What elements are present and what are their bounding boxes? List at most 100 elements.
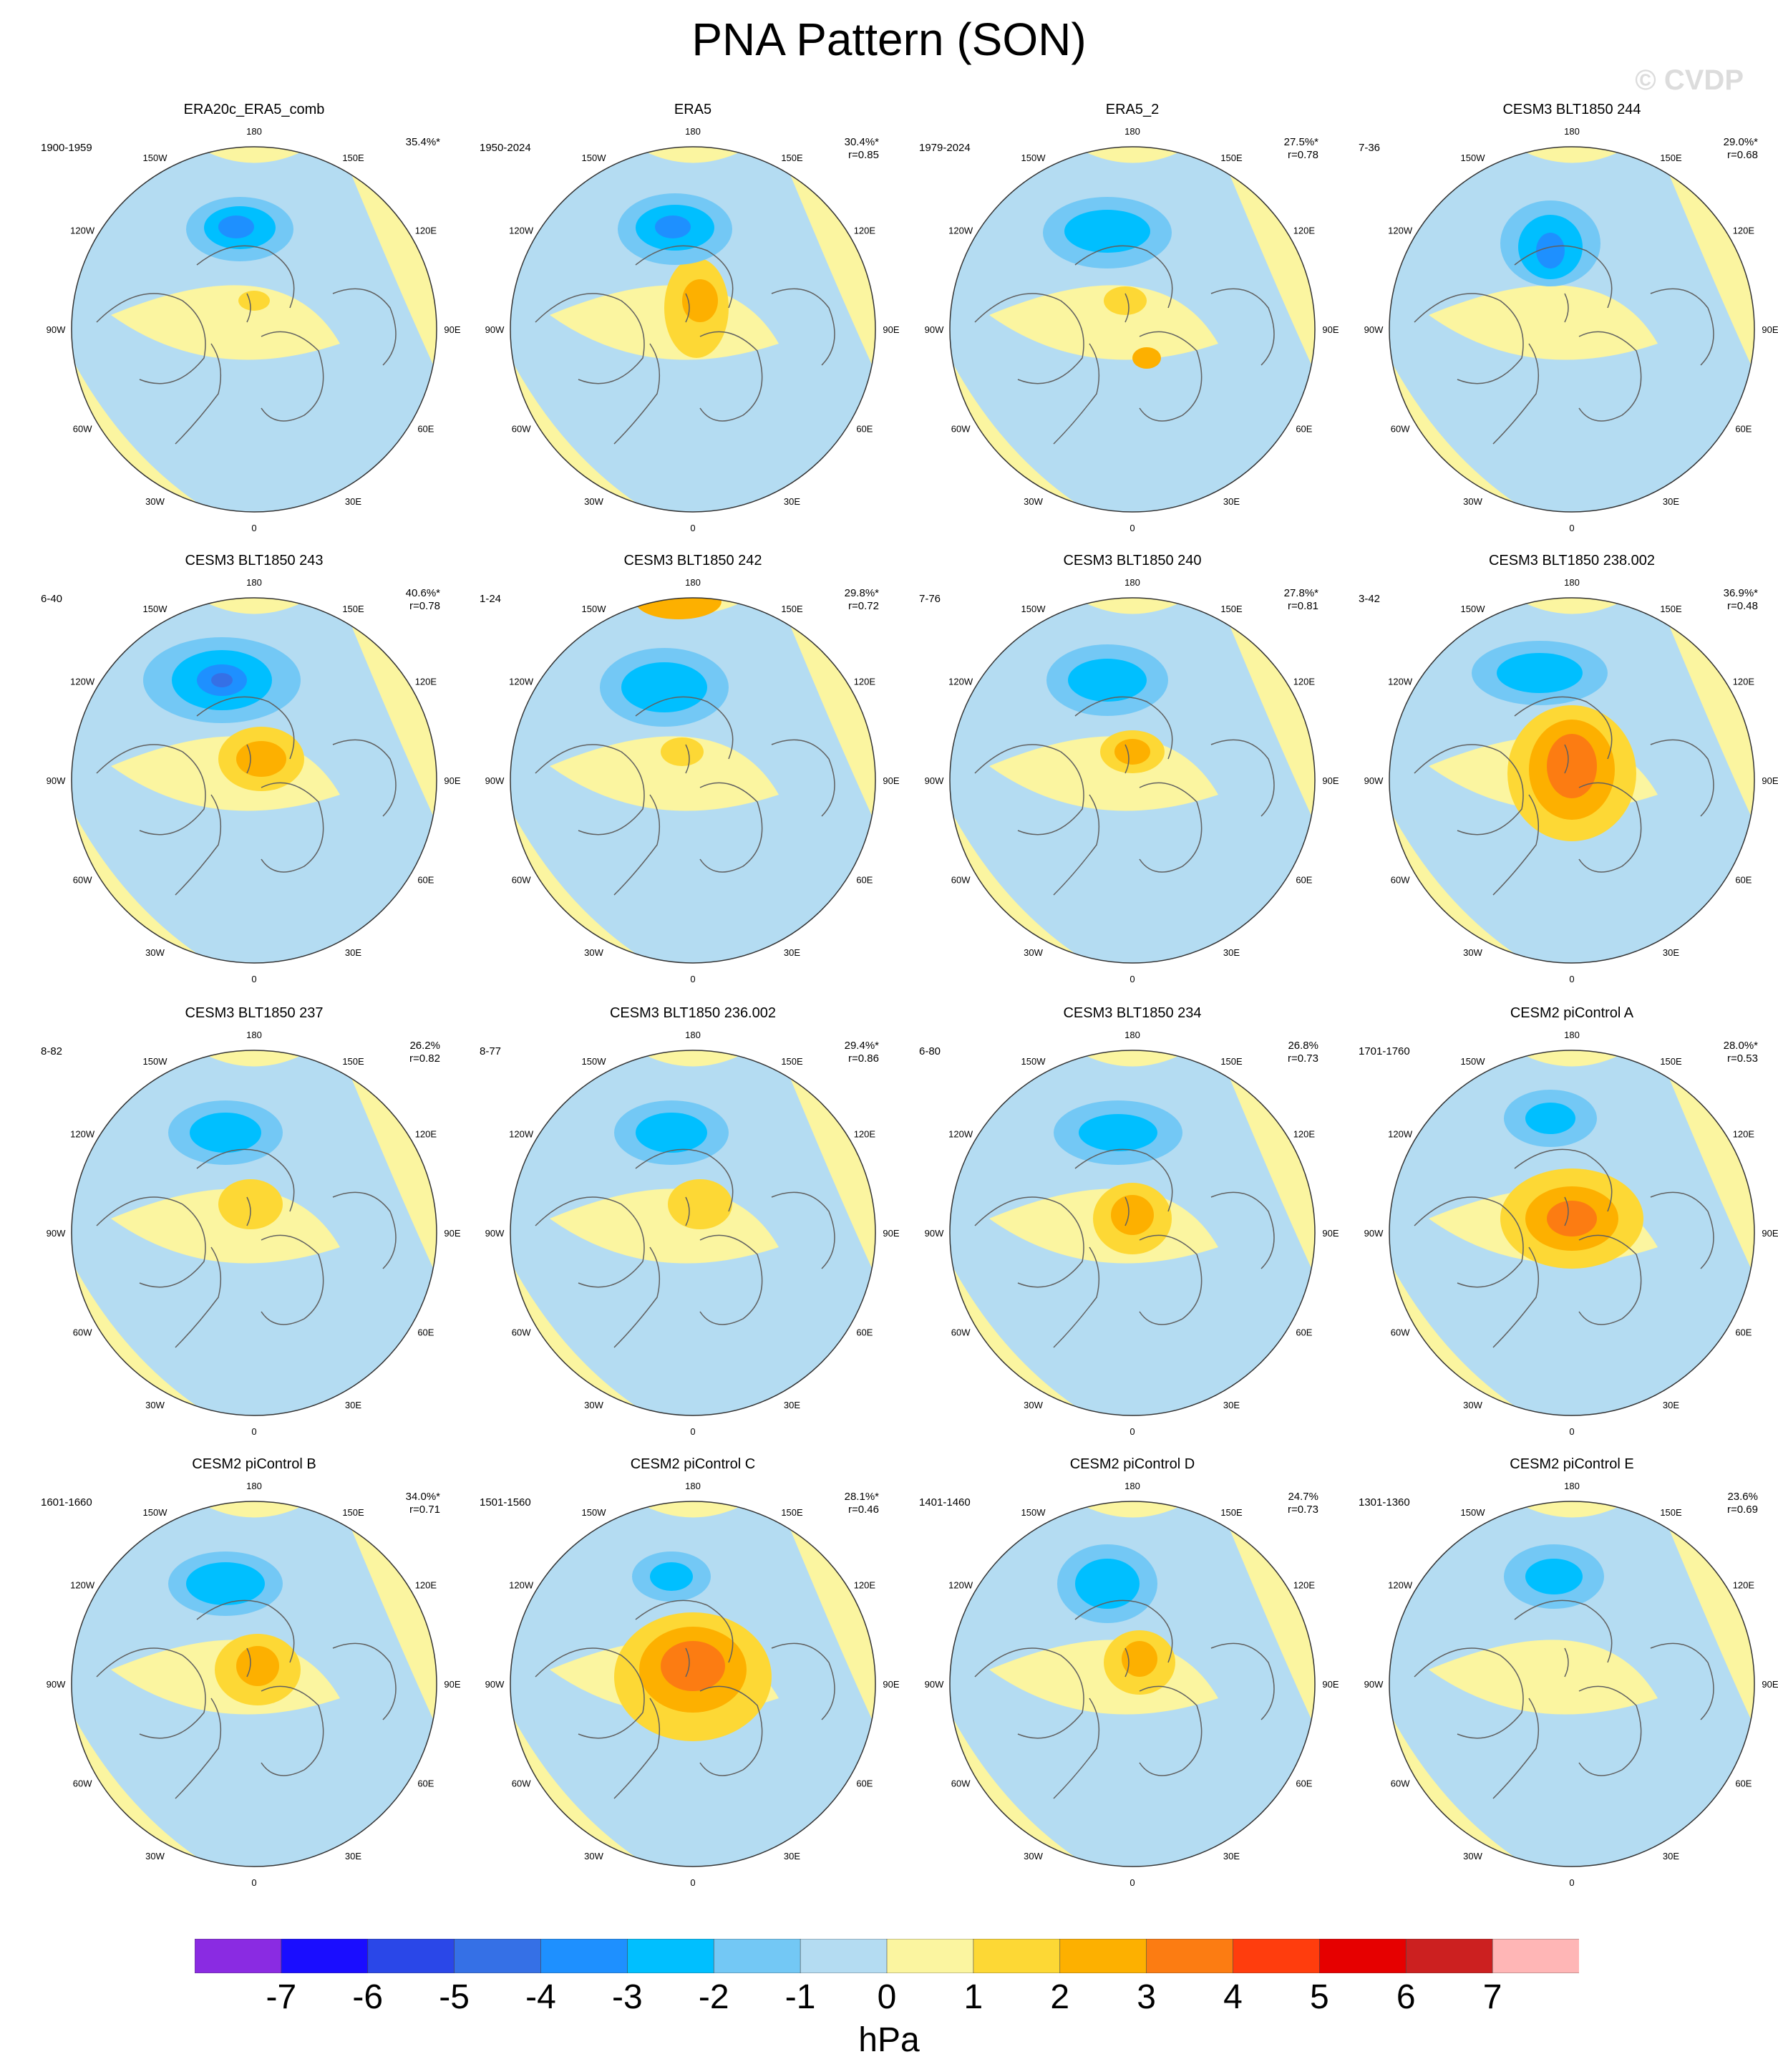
panel-variance-pct: 36.9%*	[1723, 587, 1758, 599]
map-boundary	[1389, 146, 1755, 513]
coastline	[685, 293, 690, 323]
colorbar-swatch	[973, 1939, 1061, 1973]
polar-map: 180 150E 120E 90E 60E 30E 0 30W 60W 90W 120W 150W	[925, 1030, 1339, 1437]
longitude-label: 90E	[444, 1679, 460, 1690]
longitude-label: 30W	[145, 496, 165, 507]
panel-period: 1-24	[480, 593, 502, 605]
coastline	[1514, 696, 1613, 760]
panel-stats: 35.4%*	[406, 136, 440, 149]
coastline	[246, 293, 251, 323]
longitude-label: 120E	[415, 1129, 437, 1140]
positive-anomaly-contour	[682, 279, 718, 322]
positive-anomaly-contour	[1114, 739, 1150, 765]
coastline	[635, 696, 734, 760]
coastline	[1053, 343, 1100, 445]
longitude-label: 150E	[781, 153, 803, 163]
panel-stats: 27.5%* r=0.78	[1284, 136, 1318, 162]
map-boundary	[510, 597, 876, 964]
positive-anomaly-contour	[1111, 1195, 1154, 1235]
longitude-label: 180	[1564, 1481, 1580, 1491]
longitude-label: 150E	[342, 1056, 364, 1067]
longitude-label: 60E	[417, 1327, 434, 1338]
colorbar-swatch	[1405, 1939, 1493, 1973]
longitude-label: 0	[1569, 1426, 1574, 1437]
polar-map: 180 150E 120E 90E 60E 30E 0 30W 60W 90W 120W 150W	[1364, 126, 1778, 533]
longitude-label: 30W	[1463, 1400, 1482, 1410]
longitude-label: 30E	[345, 947, 361, 958]
panel-stats: 30.4%* r=0.85	[845, 136, 879, 162]
panel-title: CESM3 BLT1850 236.002	[609, 1005, 776, 1021]
coastline	[1414, 293, 1524, 384]
longitude-label: 30E	[1223, 1851, 1240, 1862]
coastline	[96, 293, 206, 384]
panel-title: CESM3 BLT1850 238.002	[1488, 553, 1655, 568]
panel-stats: 23.6% r=0.69	[1727, 1491, 1758, 1516]
coastline	[246, 744, 251, 774]
positive-anomaly-contour	[668, 1179, 732, 1229]
panel-period: 1701-1760	[1359, 1045, 1410, 1057]
coastline	[1492, 1698, 1540, 1799]
longitude-label: 90E	[1762, 775, 1778, 786]
longitude-label: 30W	[584, 1851, 603, 1862]
longitude-label: 90W	[925, 1679, 944, 1690]
colorbar-tick-label: -4	[525, 1978, 556, 2016]
longitude-label: 120E	[415, 226, 437, 236]
coastline	[246, 1647, 251, 1678]
longitude-label: 120W	[509, 677, 534, 687]
polar-map: 180 150E 120E 90E 60E 30E 0 30W 60W 90W 120W 150W	[1364, 1481, 1778, 1888]
map-boundary	[510, 146, 876, 513]
colorbar-tick-label: 0	[877, 1978, 897, 2016]
coastline	[1492, 1246, 1540, 1348]
positive-anomaly-region	[636, 1050, 750, 1067]
coastline	[175, 1246, 222, 1348]
panel-variance-pct: 28.0%*	[1723, 1040, 1758, 1052]
panel-stats: 40.6%* r=0.78	[406, 587, 440, 613]
longitude-label: 120W	[509, 1580, 534, 1591]
coastline	[974, 1196, 1084, 1288]
longitude-label: 150W	[582, 1056, 607, 1067]
longitude-label: 90W	[47, 1679, 66, 1690]
longitude-label: 120E	[854, 1580, 876, 1591]
longitude-label: 150W	[1461, 604, 1486, 614]
coastline	[332, 1642, 397, 1720]
coastline	[1414, 1196, 1524, 1288]
longitude-label: 150W	[1021, 1507, 1046, 1518]
panel-title: CESM3 BLT1850 240	[1063, 553, 1202, 568]
longitude-label: 120E	[1733, 226, 1755, 236]
polar-map: 180 150E 120E 90E 60E 30E 0 30W 60W 90W 120W 150W	[485, 1481, 900, 1888]
longitude-label: 30E	[1223, 947, 1240, 958]
longitude-label: 150E	[1220, 153, 1243, 163]
panel-title: CESM2 piControl E	[1510, 1456, 1634, 1472]
longitude-label: 150W	[1461, 1056, 1486, 1067]
coastline	[974, 1647, 1084, 1739]
coastline	[1139, 331, 1203, 422]
panel-title: ERA20c_ERA5_comb	[183, 102, 325, 117]
longitude-label: 0	[690, 974, 695, 984]
positive-anomaly-region	[989, 285, 1218, 360]
negative-anomaly-contour	[211, 673, 233, 687]
longitude-label: 30W	[145, 1851, 165, 1862]
coastline	[613, 794, 661, 896]
negative-anomaly-contour	[218, 216, 254, 238]
positive-anomaly-region	[111, 1189, 340, 1264]
map-panel: CESM3 BLT1850 243 6-40 40.6%* r=0.78 180 150E…	[32, 553, 476, 1002]
polar-map: 180 150E 120E 90E 60E 30E 0 30W 60W 90W 120W 150W	[485, 577, 900, 984]
longitude-label: 120W	[70, 1129, 95, 1140]
longitude-label: 120E	[415, 677, 437, 687]
longitude-label: 60W	[951, 875, 971, 886]
colorbar-labels: -7 -6 -5 -4 -3 -2 -1 0 1 2 3 4 5 6 7	[0, 1977, 1778, 2020]
longitude-label: 120W	[1388, 677, 1413, 687]
map-boundary	[949, 146, 1316, 513]
panel-variance-pct: 29.8%*	[844, 587, 879, 599]
longitude-label: 30E	[345, 1851, 361, 1862]
longitude-label: 180	[246, 126, 262, 137]
longitude-label: 90W	[485, 775, 505, 786]
coastline	[1210, 288, 1275, 366]
longitude-label: 60W	[1391, 875, 1410, 886]
longitude-label: 150E	[1220, 604, 1243, 614]
colorbar-units: hPa	[858, 2021, 920, 2059]
negative-anomaly-contour	[1064, 210, 1150, 253]
positive-anomaly-region	[1515, 1501, 1629, 1518]
map-boundary	[1389, 597, 1755, 964]
longitude-label: 90E	[1322, 775, 1339, 786]
